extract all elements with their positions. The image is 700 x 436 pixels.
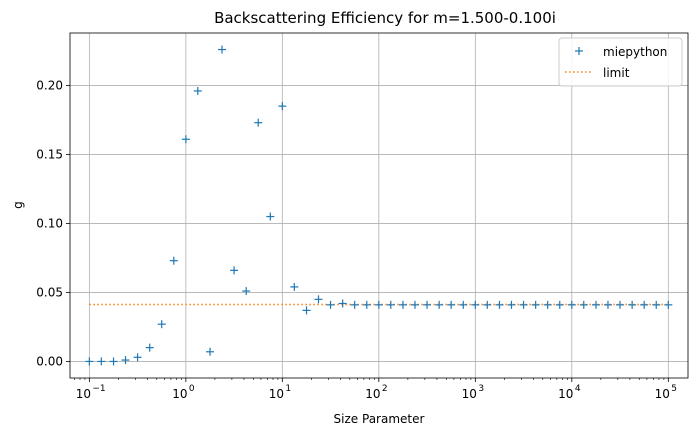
y-tick-label: 0.10 [36,216,63,230]
data-point [218,45,227,54]
data-point [254,118,263,127]
grid-lines [70,33,688,378]
y-tick-label: 0.15 [36,147,63,161]
x-tick-label: 10 [365,387,380,401]
data-point [242,287,251,296]
y-axis-ticks: 0.00 0.05 0.10 0.15 0.20 [36,78,70,368]
x-tick-exponent: −1 [92,384,105,394]
miepython-series [85,45,673,366]
data-point [447,300,456,309]
legend: miepython limit [558,37,683,87]
x-tick-label: 10 [558,387,573,401]
data-point [603,300,612,309]
data-point [459,300,468,309]
data-point [519,300,528,309]
x-tick-label: 10 [76,387,91,401]
data-point [290,282,299,291]
y-tick-label: 0.00 [36,354,63,368]
data-point [471,300,480,309]
data-point [591,300,600,309]
x-tick-label: 10 [655,387,670,401]
legend-label-limit: limit [603,66,630,80]
data-point [109,357,118,366]
data-point [652,300,661,309]
data-point [181,135,190,144]
x-tick-exponent: 1 [285,384,291,394]
legend-box [558,37,683,87]
data-point [435,300,444,309]
data-point [410,300,419,309]
data-point [555,300,564,309]
data-point [579,300,588,309]
legend-label-miepython: miepython [603,45,667,59]
data-point [338,299,347,308]
y-tick-label: 0.20 [36,78,63,92]
data-point [386,300,395,309]
x-tick-exponent: 0 [189,384,195,394]
y-axis-label: g [11,201,25,209]
data-point [543,300,552,309]
data-point [133,353,142,362]
data-point [495,300,504,309]
x-tick-exponent: 2 [382,384,388,394]
data-point [326,300,335,309]
data-point [266,212,275,221]
data-point [374,300,383,309]
x-tick-exponent: 4 [575,384,581,394]
data-point [314,295,323,304]
legend-marker-plus-icon [575,47,583,55]
y-tick-label: 0.05 [36,285,63,299]
data-point [157,320,166,329]
data-point [483,300,492,309]
data-point [398,300,407,309]
data-point [169,256,178,265]
x-tick-label: 10 [462,387,477,401]
x-tick-exponent: 3 [478,384,484,394]
data-point [278,102,287,111]
chart-title: Backscattering Efficiency for m=1.500-0.… [214,9,556,27]
data-point [145,343,154,352]
data-point [567,300,576,309]
data-point [230,266,239,275]
data-point [85,357,94,366]
x-axis-ticks: 10 −1 10 0 10 1 10 2 10 3 10 4 10 5 [74,378,677,401]
x-tick-exponent: 5 [671,384,677,394]
x-tick-label: 10 [269,387,284,401]
data-point [664,300,673,309]
data-point [362,300,371,309]
x-axis-label: Size Parameter [334,412,425,426]
data-point [507,300,516,309]
x-tick-label: 10 [172,387,187,401]
data-point [423,300,432,309]
data-point [193,86,202,95]
data-point [302,306,311,315]
data-point [531,300,540,309]
data-point [121,356,130,365]
data-point [350,300,359,309]
data-point [616,300,625,309]
data-point [97,357,106,366]
data-point [640,300,649,309]
data-point [628,300,637,309]
data-point [206,347,215,356]
